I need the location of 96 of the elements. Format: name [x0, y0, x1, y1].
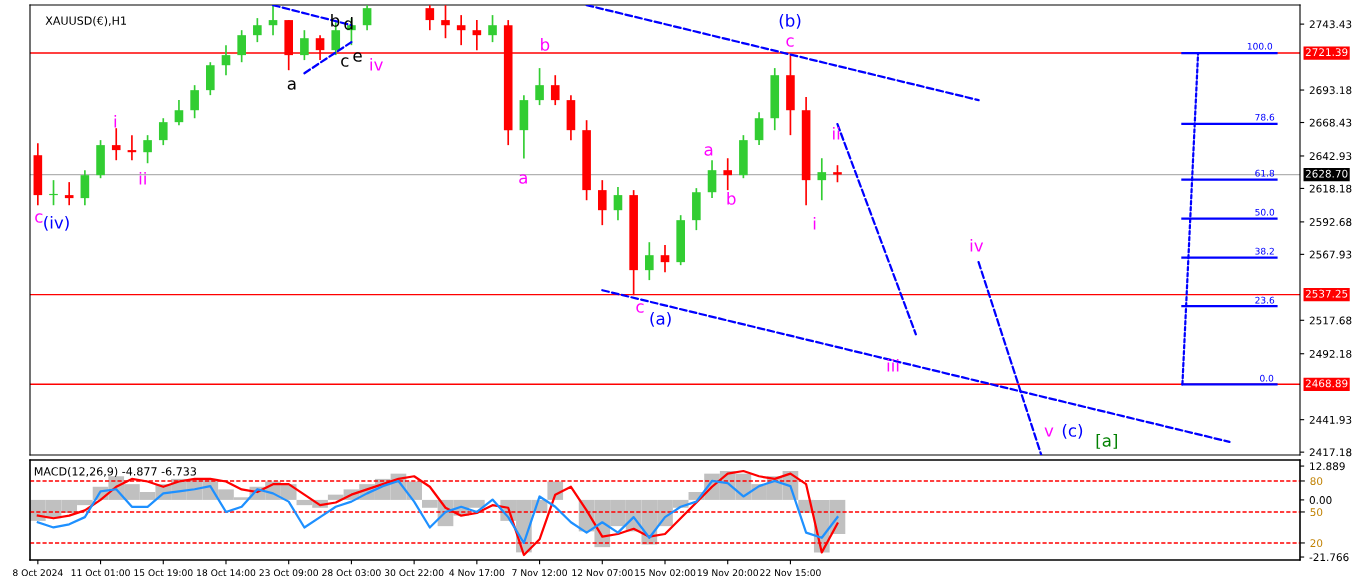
y2-tick-label: 50	[1310, 508, 1323, 517]
annotation: iv	[370, 57, 383, 71]
candlestick	[253, 17, 262, 43]
x-tick-label: 4 Nov 17:00	[449, 569, 505, 577]
annotation: i	[114, 114, 117, 128]
y-tick-label: 2668.43	[1309, 118, 1352, 127]
y-tick-label: 2417.18	[1309, 448, 1352, 457]
annotation: a	[704, 146, 713, 156]
y-tick-label: 2492.18	[1309, 349, 1352, 358]
candlestick	[817, 157, 827, 202]
candlestick	[80, 169, 90, 207]
y-tick-label: 2567.93	[1309, 250, 1352, 259]
y-tick-label: 2441.93	[1309, 415, 1352, 424]
annotation: v	[1044, 427, 1054, 437]
annotation: b	[727, 191, 736, 205]
ref-line-label: 2721.39	[1305, 48, 1348, 57]
annotation: a	[519, 174, 527, 184]
candlestick	[49, 179, 58, 207]
x-tick-label: 19 Nov 20:00	[697, 569, 759, 577]
annotation: iv	[970, 238, 984, 252]
annotation: 100.0	[1247, 42, 1273, 50]
y-tick-label: 2618.18	[1309, 184, 1352, 193]
annotation: 78.6	[1255, 113, 1275, 121]
annotation: (a)	[650, 311, 671, 327]
y2-tick-label: 80	[1310, 477, 1323, 486]
x-tick-label: 7 Nov 12:00	[512, 569, 567, 577]
x-tick-label: 12 Nov 07:00	[572, 569, 633, 577]
annotation: a	[287, 80, 296, 90]
candlestick	[535, 67, 544, 106]
x-tick-label: 22 Nov 15:00	[760, 569, 821, 577]
annotation: ii	[139, 171, 146, 185]
annotation: ii	[833, 126, 840, 140]
ref-line-label: 2628.70	[1305, 169, 1348, 178]
annotation: iii	[887, 358, 899, 372]
x-tick-label: 28 Oct 03:00	[322, 569, 381, 577]
y2-tick-label: 20	[1310, 539, 1323, 548]
x-tick-label: 15 Oct 19:00	[134, 569, 193, 577]
annotation: c	[341, 57, 349, 67]
annotation: e	[353, 52, 362, 62]
annotation: 61.8	[1255, 169, 1275, 177]
candlestick	[707, 159, 717, 199]
y-tick-label: 2693.18	[1309, 86, 1352, 95]
candlestick	[174, 99, 184, 127]
candlestick	[143, 134, 152, 165]
candlestick	[613, 186, 623, 221]
y-tick-label: 2517.68	[1309, 316, 1352, 325]
y-tick-label: 2743.43	[1309, 20, 1352, 29]
annotation: 50.0	[1255, 208, 1275, 216]
candlestick	[456, 14, 466, 46]
candlestick	[221, 44, 231, 77]
annotation: 38.2	[1255, 247, 1274, 255]
candlestick	[441, 5, 450, 40]
candlestick	[362, 5, 372, 32]
candlestick	[645, 241, 654, 281]
ref-line-label: 2537.25	[1305, 289, 1348, 298]
candlestick	[158, 117, 168, 146]
candlestick	[64, 181, 74, 207]
candlestick	[550, 74, 560, 106]
annotation: c	[786, 37, 794, 47]
candlestick	[597, 179, 607, 226]
candlestick	[723, 157, 733, 191]
x-tick-label: 30 Oct 22:00	[384, 569, 444, 577]
line-series	[36, 479, 839, 545]
annotation: c	[636, 303, 644, 313]
annotation: (b)	[779, 13, 801, 29]
x-tick-label: 18 Oct 14:00	[197, 569, 256, 577]
y-tick-label: 0.00	[1309, 496, 1332, 504]
annotation: 23.6	[1255, 296, 1275, 304]
annotation: 0.0	[1260, 374, 1274, 382]
annotation: c	[35, 213, 43, 223]
text: XAUUSD(€),H1	[45, 16, 126, 27]
y-tick-label: 2592.68	[1309, 218, 1352, 226]
x-tick-label: 8 Oct 2024	[13, 569, 63, 577]
candlestick	[472, 19, 482, 51]
candlestick	[190, 84, 199, 120]
candlestick	[237, 29, 246, 64]
candlestick	[111, 127, 121, 162]
x-tick-label: 15 Nov 02:00	[635, 569, 696, 577]
candlestick	[660, 244, 670, 274]
text: MACD(12,26,9) -4.877 -6.733	[34, 467, 197, 477]
candlestick	[425, 5, 435, 32]
x-tick-label: 11 Oct 01:00	[71, 569, 130, 577]
annotation: b	[541, 37, 550, 51]
y-tick-label: 12.889	[1310, 462, 1345, 471]
annotation: i	[813, 216, 816, 230]
annotation: [a]	[1096, 433, 1117, 449]
x-tick-label: 23 Oct 09:00	[259, 569, 318, 577]
ref-line-label: 2468.89	[1305, 379, 1348, 388]
y-tick-label: 2642.93	[1309, 152, 1352, 161]
annotation: (iv)	[44, 215, 69, 231]
candlestick	[754, 111, 764, 146]
candlestick	[300, 29, 309, 61]
candlestick	[268, 5, 278, 37]
annotation: (c)	[1062, 423, 1083, 439]
candlestick	[488, 14, 497, 43]
y-tick-label: -21.766	[1309, 553, 1349, 562]
